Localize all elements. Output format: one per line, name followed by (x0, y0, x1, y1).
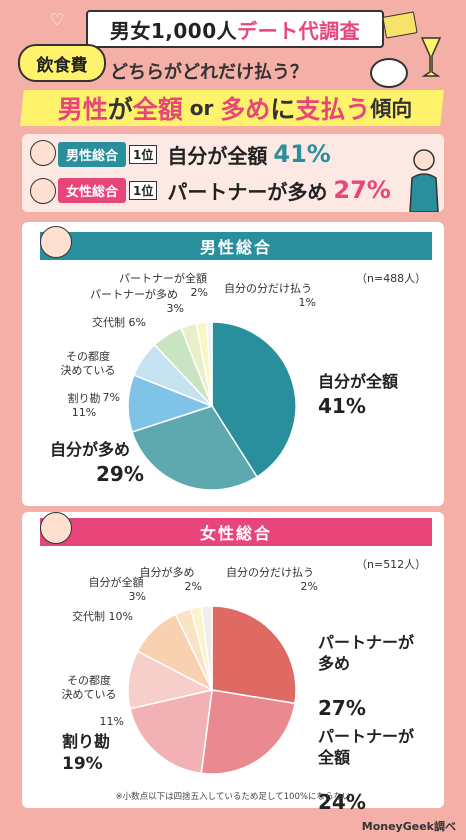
male-summary-pct: 41% (273, 140, 331, 168)
female-pie-slice-0 (211, 605, 297, 705)
male-chart-title: 男性総合 (40, 232, 432, 260)
title-part2: デート代調査 (237, 18, 361, 43)
female-label-full: 自分が全額 3% (88, 576, 147, 603)
female-summary-tag: 女性総合 (58, 177, 127, 203)
male-label-pmore: パートナーが多め 3% (90, 288, 184, 315)
male-pie-slice-1 (131, 405, 259, 491)
female-label-pmore: パートナーが 多め 27% (318, 632, 415, 721)
plate-icon (370, 58, 408, 88)
headline: 男性 が 全額 or 多め に 支払う 傾向 (57, 95, 413, 124)
male-label-own: 自分の分だけ払う 1% (224, 282, 316, 309)
heart-icon: ♡ (50, 10, 65, 29)
male-rank-badge: 1位 (129, 144, 158, 164)
female-pie-slice-1 (200, 689, 296, 775)
female-label-pfull: パートナーが 全額 24% (318, 726, 415, 815)
male-label-each: その都度 決めている 7% (60, 349, 121, 404)
female-summary-row: 女性総合 1位 パートナーが多め 27% (58, 174, 391, 206)
male-summary-tag: 男性総合 (58, 141, 127, 167)
male-pie-slice-7 (205, 321, 213, 407)
female-chart-title: 女性総合 (40, 518, 432, 546)
female-pie-slice-7 (200, 605, 213, 691)
female-label-split: 割り勘 19% (62, 732, 111, 774)
female-card-avatar-icon (40, 512, 72, 544)
female-n-label: （n=512人） (356, 558, 427, 571)
footnote: ※小数点以下は四捨五入しているため足して100%にならない (115, 792, 351, 802)
female-pie-slice-2 (129, 689, 213, 775)
woman-illustration (406, 146, 442, 213)
male-label-more: 自分が多め 29% (50, 440, 144, 486)
female-pie-chart (127, 605, 297, 775)
female-label-more: 自分が多め 2% (139, 566, 203, 593)
male-n-label: （n=488人） (356, 272, 427, 285)
female-summary-text: パートナーが多め (167, 179, 328, 204)
female-label-own: 自分の分だけ払う 2% (226, 566, 318, 593)
page-title: 男女1,000人 デート代調査 (86, 10, 384, 48)
male-avatar-icon (30, 140, 56, 166)
male-label-pfull: パートナーが全額 2% (119, 272, 208, 299)
category-badge: 飲食費 (18, 44, 106, 82)
title-part1: 男女1,000人 (109, 18, 238, 43)
female-label-each: その都度 決めている 11% (61, 673, 125, 728)
male-label-split: 割り勘 11% (67, 392, 101, 419)
male-card-avatar-icon (40, 226, 72, 258)
male-label-full: 自分が全額 41% (318, 372, 399, 418)
female-summary-pct: 27% (333, 176, 391, 204)
male-pie-chart (127, 321, 297, 491)
question-text: どちらがどれだけ払う？ (110, 62, 308, 83)
male-label-turn: 交代制 6% (92, 316, 146, 329)
female-label-turn: 交代制 10% (72, 610, 133, 623)
female-avatar-icon (30, 178, 56, 204)
money-icon (382, 11, 418, 39)
female-rank-badge: 1位 (129, 180, 158, 200)
male-summary-row: 男性総合 1位 自分が全額 41% (58, 138, 331, 170)
source-credit: MoneyGeek調べ (361, 820, 456, 833)
male-summary-text: 自分が全額 (167, 143, 268, 168)
drink-icon (420, 34, 442, 77)
